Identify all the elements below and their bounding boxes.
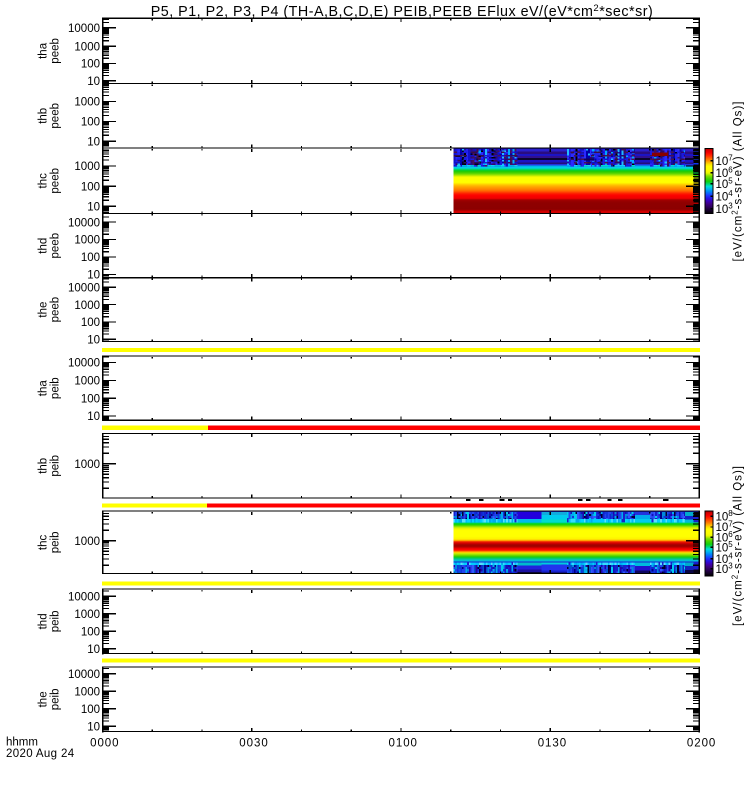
svg-text:0200: 0200 — [687, 737, 716, 749]
svg-text:P5, P1, P2, P3, P4 (TH-A,B,C,D: P5, P1, P2, P3, P4 (TH-A,B,C,D,E) PEIB,P… — [151, 3, 654, 20]
svg-text:100: 100 — [81, 393, 100, 405]
svg-text:100: 100 — [81, 59, 100, 71]
svg-text:thc: thc — [38, 173, 50, 189]
svg-text:peib: peib — [50, 611, 62, 633]
svg-text:thc: thc — [38, 534, 50, 550]
svg-text:the: the — [38, 691, 50, 707]
svg-text:peeb: peeb — [50, 233, 62, 259]
svg-text:100: 100 — [81, 182, 100, 194]
svg-text:10000: 10000 — [68, 23, 100, 35]
svg-text:1000: 1000 — [74, 686, 100, 698]
svg-text:1000: 1000 — [74, 300, 100, 312]
svg-text:thb: thb — [38, 108, 50, 124]
svg-text:tha: tha — [38, 42, 50, 59]
svg-text:10: 10 — [87, 644, 100, 656]
svg-text:[eV/(cm2-s-sr-eV) (All Qs)]: [eV/(cm2-s-sr-eV) (All Qs)] — [731, 100, 745, 261]
svg-text:hhmm: hhmm — [6, 737, 38, 749]
svg-text:10000: 10000 — [68, 282, 100, 294]
svg-text:peib: peib — [50, 532, 62, 554]
svg-text:0030: 0030 — [239, 737, 268, 749]
svg-text:10: 10 — [87, 721, 100, 733]
svg-text:10000: 10000 — [68, 591, 100, 603]
svg-text:peeb: peeb — [50, 38, 62, 64]
svg-text:0130: 0130 — [538, 737, 567, 749]
svg-text:10: 10 — [87, 270, 100, 282]
svg-text:tha: tha — [38, 380, 50, 397]
svg-text:peeb: peeb — [50, 103, 62, 129]
svg-text:the: the — [38, 302, 50, 318]
svg-text:peib: peib — [50, 455, 62, 477]
svg-text:10: 10 — [87, 334, 100, 346]
svg-text:10: 10 — [87, 76, 100, 88]
svg-text:100: 100 — [81, 117, 100, 129]
svg-text:1000: 1000 — [74, 459, 100, 471]
svg-text:10: 10 — [87, 137, 100, 149]
svg-text:1000: 1000 — [74, 536, 100, 548]
svg-text:0000: 0000 — [90, 737, 119, 749]
svg-text:thb: thb — [38, 458, 50, 474]
svg-text:peeb: peeb — [50, 168, 62, 194]
svg-text:10000: 10000 — [68, 669, 100, 681]
svg-text:peib: peib — [50, 377, 62, 399]
svg-text:peeb: peeb — [50, 297, 62, 323]
svg-text:1000: 1000 — [74, 235, 100, 247]
svg-text:100: 100 — [81, 252, 100, 264]
svg-text:1000: 1000 — [74, 161, 100, 173]
svg-text:1000: 1000 — [74, 609, 100, 621]
svg-text:[eV/(cm2-s-sr-eV) (All Qs)]: [eV/(cm2-s-sr-eV) (All Qs)] — [731, 465, 745, 626]
svg-text:1000: 1000 — [74, 97, 100, 109]
svg-text:100: 100 — [81, 317, 100, 329]
svg-text:1000: 1000 — [74, 376, 100, 388]
svg-text:1000: 1000 — [74, 41, 100, 53]
svg-text:thd: thd — [38, 238, 50, 254]
svg-text:0100: 0100 — [389, 737, 418, 749]
svg-text:10: 10 — [87, 411, 100, 423]
svg-text:100: 100 — [81, 626, 100, 638]
svg-text:10000: 10000 — [68, 358, 100, 370]
svg-text:thd: thd — [38, 613, 50, 629]
svg-text:10: 10 — [87, 202, 100, 214]
svg-text:2020 Aug 24: 2020 Aug 24 — [6, 748, 75, 760]
svg-text:100: 100 — [81, 704, 100, 716]
svg-text:peib: peib — [50, 689, 62, 711]
svg-text:10000: 10000 — [68, 217, 100, 229]
